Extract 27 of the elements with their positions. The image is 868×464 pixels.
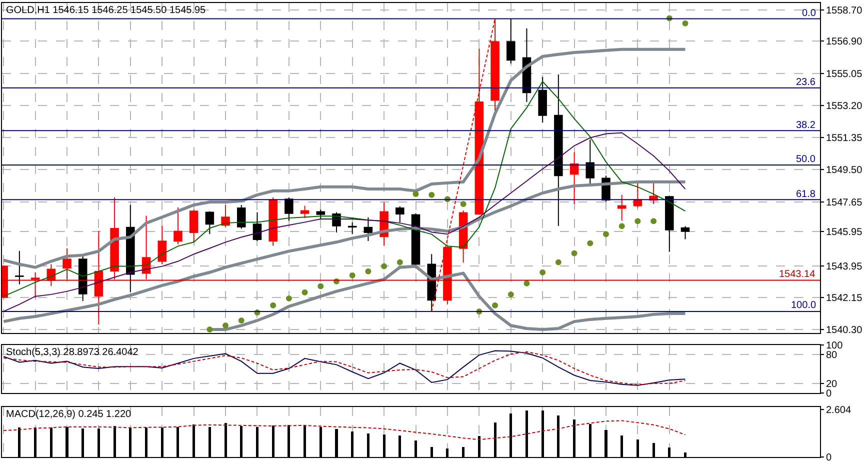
y-tick-label: 1555.05 <box>826 68 863 80</box>
chart-title: Stoch(5,3,3) 28.8973 26.4042 <box>6 347 139 358</box>
y-tick-label: 0 <box>826 452 832 464</box>
y-tick-label: 1553.20 <box>826 100 863 112</box>
annotation: 100.0 <box>791 300 816 311</box>
y-tick-label: 1542.15 <box>826 292 863 304</box>
y-tick-label: 1549.50 <box>826 165 863 176</box>
annotation: 50.0 <box>796 154 816 165</box>
y-tick-label: 100 <box>826 340 844 352</box>
y-tick-label: 1547.65 <box>826 197 863 208</box>
y-tick-label: 1540.30 <box>826 325 863 336</box>
chart-title: GOLD,H1 1546.15 1546.25 1545.50 1545.95 <box>6 5 206 16</box>
y-tick-label: 0 <box>826 388 832 400</box>
y-tick-label: 1545.95 <box>826 226 863 238</box>
annotation: 23.6 <box>796 77 816 88</box>
y-tick-label: 80 <box>826 350 838 362</box>
y-tick-label: 1551.35 <box>826 133 863 144</box>
ref-line-label: 1543.14 <box>779 269 816 280</box>
annotation: 38.2 <box>796 120 816 131</box>
annotation: 0.0 <box>802 8 816 19</box>
chart-title: MACD(12,26,9) 0.245 1.220 <box>6 409 132 420</box>
annotation: 61.8 <box>796 189 816 200</box>
y-tick-label: 20 <box>826 378 838 390</box>
y-tick-label: 1558.70 <box>826 5 863 16</box>
y-tick-label: 1543.95 <box>826 262 863 273</box>
y-tick-label: 1556.90 <box>826 36 863 48</box>
y-tick-label: 2.604 <box>826 405 852 416</box>
